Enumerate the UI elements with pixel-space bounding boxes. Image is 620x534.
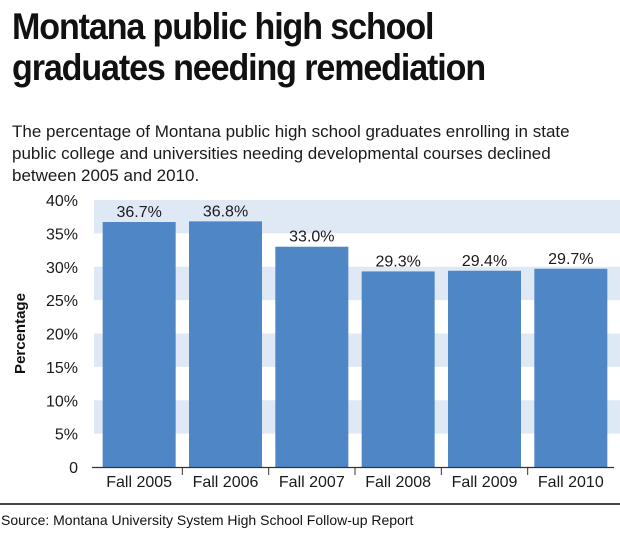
bar xyxy=(275,246,349,467)
bar-value-label: 36.8% xyxy=(203,203,248,220)
bar xyxy=(102,222,176,467)
source-note: Source: Montana University System High S… xyxy=(1,512,414,528)
bar-value-label: 36.7% xyxy=(116,204,161,221)
y-tick-label: 5% xyxy=(55,427,78,444)
footer-divider xyxy=(0,503,620,505)
y-tick-label: 40% xyxy=(46,193,78,210)
x-tick-label: Fall 2009 xyxy=(452,474,518,491)
x-tick-label: Fall 2007 xyxy=(279,474,345,491)
bar xyxy=(534,268,608,467)
y-tick-label: 20% xyxy=(46,327,78,344)
grid-band xyxy=(94,400,620,434)
bar-value-label: 33.0% xyxy=(289,229,334,246)
bar xyxy=(448,270,521,467)
grid-band xyxy=(94,333,620,367)
y-tick-label: 30% xyxy=(46,260,78,277)
x-tick-label: Fall 2006 xyxy=(193,474,259,491)
chart-subtitle: The percentage of Montana public high sc… xyxy=(12,122,570,185)
y-axis-title: Percentage xyxy=(12,293,29,374)
x-tick-label: Fall 2008 xyxy=(365,474,431,491)
y-tick-label: 15% xyxy=(46,360,78,377)
bar-value-label: 29.4% xyxy=(462,253,507,270)
chart-title-line-2: graduates needing remediation xyxy=(12,47,486,88)
y-tick-label: 0 xyxy=(69,460,78,477)
bar-value-label: 29.7% xyxy=(548,251,593,268)
x-tick-label: Fall 2010 xyxy=(538,474,604,491)
chart-title-line-1: Montana public high school xyxy=(12,6,434,47)
y-tick-label: 25% xyxy=(46,293,78,310)
bar-value-label: 29.3% xyxy=(375,253,420,270)
bar-chart: 0 5% 10% 15% 20% 25% 30% 35% 40% Percentage 36.7% F… xyxy=(12,193,620,491)
y-tick-label: 35% xyxy=(46,226,78,243)
bar xyxy=(189,221,262,467)
grid-band xyxy=(94,200,620,234)
y-tick-label: 10% xyxy=(46,393,78,410)
bar xyxy=(361,271,435,467)
grid-band xyxy=(94,266,620,301)
chart-title: Montana public high school graduates nee… xyxy=(12,6,564,88)
x-tick-label: Fall 2005 xyxy=(106,474,172,491)
